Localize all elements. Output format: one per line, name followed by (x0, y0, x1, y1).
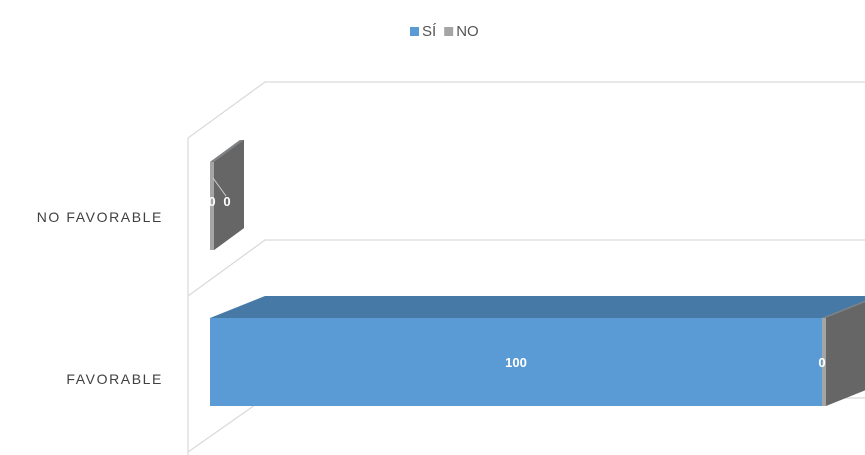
category-label-1: FAVORABLE (66, 371, 163, 387)
bar-side-0-1 (214, 140, 244, 250)
gridline-1 (187, 239, 865, 297)
gridline-2 (187, 397, 865, 453)
bars (210, 140, 865, 406)
legend-label-0: SÍ (422, 23, 437, 40)
legend-swatch-0 (410, 27, 419, 36)
bar-top-1-1 (822, 300, 865, 318)
leader-line (212, 177, 227, 197)
bar-top-1-0 (210, 296, 865, 318)
category-labels: NO FAVORABLE FAVORABLE (37, 209, 163, 387)
gridline-0 (187, 81, 865, 139)
data-label-fav-no: 0 (818, 355, 825, 370)
bar-side-1-1 (826, 302, 865, 406)
category-label-0: NO FAVORABLE (37, 209, 163, 225)
data-label-nofav-no: 0 (223, 194, 230, 209)
bar-front-1-0 (210, 318, 822, 406)
legend: SÍ NO (410, 23, 479, 40)
bar-top-0-1 (210, 140, 244, 162)
legend-swatch-1 (444, 27, 454, 36)
legend-label-1: NO (456, 23, 479, 40)
bar-front-1-1 (822, 318, 826, 406)
bar-front-0-1 (210, 162, 214, 250)
data-label-fav-si: 100 (505, 355, 527, 370)
data-label-nofav-si: 0 (208, 194, 215, 209)
